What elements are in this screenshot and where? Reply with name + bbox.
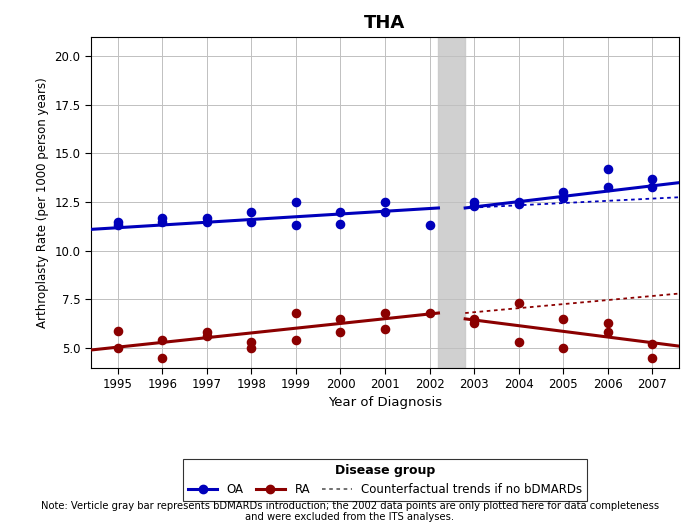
Point [157, 217, 168, 226]
Point [647, 175, 658, 183]
Point [112, 327, 123, 335]
Bar [438, 37, 466, 367]
Point [468, 198, 480, 206]
Point [602, 328, 613, 337]
Point [335, 208, 346, 216]
Legend: OA, RA, Counterfactual trends if no bDMARDs: OA, RA, Counterfactual trends if no bDMA… [183, 459, 587, 500]
Point [558, 188, 569, 196]
Point [201, 214, 212, 222]
Point [513, 198, 524, 206]
Point [468, 314, 480, 323]
Point [246, 338, 257, 347]
Point [558, 344, 569, 352]
Point [602, 165, 613, 173]
Point [647, 340, 658, 349]
Y-axis label: Arthroplasty Rate (per 1000 person years): Arthroplasty Rate (per 1000 person years… [36, 77, 49, 328]
Point [335, 328, 346, 337]
Point [335, 314, 346, 323]
Point [112, 217, 123, 226]
Point [290, 221, 302, 229]
Point [157, 353, 168, 362]
Point [201, 328, 212, 337]
Point [379, 198, 391, 206]
Point [647, 353, 658, 362]
Point [424, 221, 435, 229]
Point [647, 182, 658, 191]
Point [424, 309, 435, 317]
Point [379, 309, 391, 317]
Point [246, 217, 257, 226]
Point [602, 182, 613, 191]
Point [513, 200, 524, 208]
Title: THA: THA [365, 14, 405, 33]
Point [201, 332, 212, 341]
Point [602, 319, 613, 327]
Point [246, 344, 257, 352]
Point [379, 324, 391, 333]
Point [157, 214, 168, 222]
Point [335, 219, 346, 228]
Point [558, 194, 569, 203]
Point [513, 338, 524, 347]
Text: Note: Verticle gray bar represents bDMARDs introduction; the 2002 data points ar: Note: Verticle gray bar represents bDMAR… [41, 501, 659, 522]
Point [112, 221, 123, 229]
Point [290, 309, 302, 317]
Point [379, 208, 391, 216]
Point [290, 336, 302, 344]
Point [157, 336, 168, 344]
X-axis label: Year of Diagnosis: Year of Diagnosis [328, 396, 442, 410]
Point [468, 202, 480, 210]
Point [246, 208, 257, 216]
Point [513, 299, 524, 308]
Point [558, 314, 569, 323]
Point [112, 344, 123, 352]
Point [290, 198, 302, 206]
Point [468, 319, 480, 327]
Point [201, 217, 212, 226]
